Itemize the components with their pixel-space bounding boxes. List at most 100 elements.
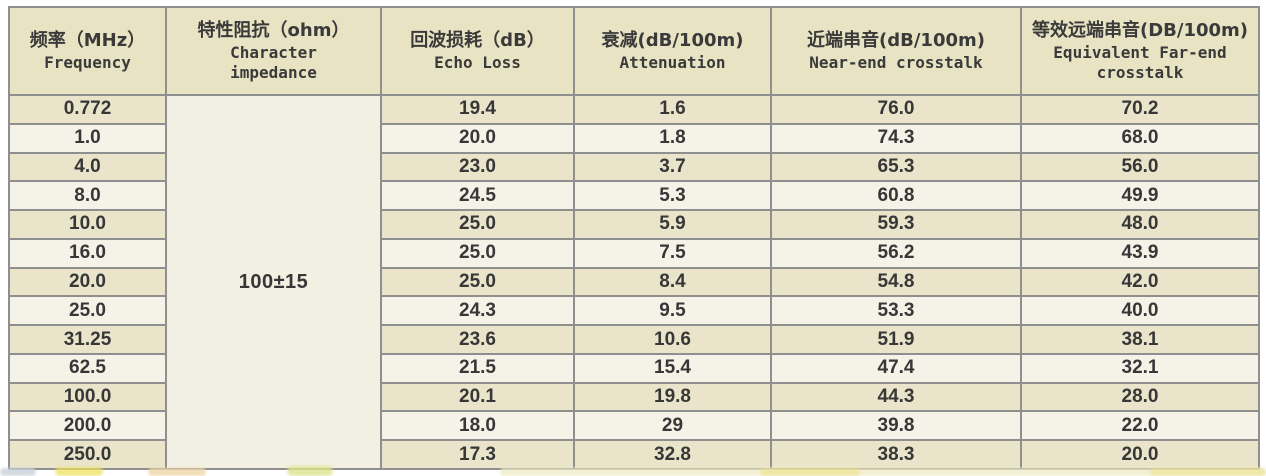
cell-impedance: 100±15: [165, 94, 382, 470]
cell-frequency: 10.0: [8, 209, 167, 240]
cell-frequency: 20.0: [8, 266, 167, 298]
cell-near-end-crosstalk: 47.4: [770, 352, 1022, 384]
cell-echo-loss: 20.1: [380, 381, 575, 413]
cell-attenuation: 7.5: [573, 237, 772, 269]
cell-attenuation: 1.6: [573, 94, 772, 125]
table-row: 10.0 25.0 5.9 59.3 48.0: [8, 209, 1260, 240]
cell-equivalent-far-end-crosstalk: 56.0: [1020, 151, 1260, 183]
cell-echo-loss: 25.0: [380, 266, 575, 298]
header-impedance-en: Character impedance: [230, 42, 317, 82]
table-row: 20.0 25.0 8.4 54.8 42.0: [8, 266, 1260, 298]
header-near-end-crosstalk: 近端串音(dB/100m) Near-end crosstalk: [770, 6, 1022, 96]
cell-attenuation: 5.9: [573, 209, 772, 240]
header-row: 频率（MHz） Frequency 特性阻抗（ohm） Character im…: [8, 6, 1260, 96]
cell-echo-loss: 18.0: [380, 410, 575, 442]
cell-equivalent-far-end-crosstalk: 48.0: [1020, 209, 1260, 240]
cell-equivalent-far-end-crosstalk: 28.0: [1020, 381, 1260, 413]
table-row: 25.0 24.3 9.5 53.3 40.0: [8, 295, 1260, 327]
cell-near-end-crosstalk: 74.3: [770, 122, 1022, 154]
cell-near-end-crosstalk: 38.3: [770, 439, 1022, 470]
header-echo-loss: 回波损耗（dB） Echo Loss: [380, 6, 575, 96]
cell-echo-loss: 19.4: [380, 94, 575, 125]
table-row: 200.0 18.0 29 39.8 22.0: [8, 410, 1260, 442]
cell-frequency: 250.0: [8, 439, 167, 470]
cell-frequency: 8.0: [8, 180, 167, 212]
table-header: 频率（MHz） Frequency 特性阻抗（ohm） Character im…: [8, 6, 1260, 96]
cell-near-end-crosstalk: 60.8: [770, 180, 1022, 212]
table-row: 16.0 25.0 7.5 56.2 43.9: [8, 237, 1260, 269]
table-row: 0.772 100±15 19.4 1.6 76.0 70.2: [8, 94, 1260, 470]
header-frequency: 频率（MHz） Frequency: [8, 6, 167, 96]
cell-attenuation: 8.4: [573, 266, 772, 298]
header-attenuation-zh: 衰减(dB/100m): [601, 30, 744, 52]
header-echo-loss-zh: 回波损耗（dB）: [410, 30, 545, 52]
cell-frequency: 0.772: [8, 94, 167, 125]
cell-near-end-crosstalk: 56.2: [770, 237, 1022, 269]
header-frequency-zh: 频率（MHz）: [29, 30, 146, 52]
cell-echo-loss: 24.5: [380, 180, 575, 212]
cell-echo-loss: 23.6: [380, 324, 575, 355]
cell-equivalent-far-end-crosstalk: 68.0: [1020, 122, 1260, 154]
header-attenuation: 衰减(dB/100m) Attenuation: [573, 6, 772, 96]
cell-frequency: 62.5: [8, 352, 167, 384]
cell-equivalent-far-end-crosstalk: 49.9: [1020, 180, 1260, 212]
cell-echo-loss: 24.3: [380, 295, 575, 327]
cell-near-end-crosstalk: 59.3: [770, 209, 1022, 240]
cell-attenuation: 10.6: [573, 324, 772, 355]
table-row: 4.0 23.0 3.7 65.3 56.0: [8, 151, 1260, 183]
cell-frequency: 200.0: [8, 410, 167, 442]
header-echo-loss-en: Echo Loss: [434, 52, 521, 72]
cell-frequency: 31.25: [8, 324, 167, 355]
cell-equivalent-far-end-crosstalk: 70.2: [1020, 94, 1260, 125]
cell-attenuation: 3.7: [573, 151, 772, 183]
table-row: 100.0 20.1 19.8 44.3 28.0: [8, 381, 1260, 413]
header-equivalent-far-end-crosstalk-en: Equivalent Far-end crosstalk: [1053, 42, 1227, 82]
cell-echo-loss: 25.0: [380, 209, 575, 240]
table-row: 1.0 20.0 1.8 74.3 68.0: [8, 122, 1260, 154]
header-frequency-en: Frequency: [44, 52, 131, 72]
cell-near-end-crosstalk: 51.9: [770, 324, 1022, 355]
cell-frequency: 25.0: [8, 295, 167, 327]
cell-near-end-crosstalk: 44.3: [770, 381, 1022, 413]
header-near-end-crosstalk-zh: 近端串音(dB/100m): [807, 30, 985, 52]
cell-equivalent-far-end-crosstalk: 32.1: [1020, 352, 1260, 384]
cell-attenuation: 32.8: [573, 439, 772, 470]
header-attenuation-en: Attenuation: [619, 52, 726, 72]
cell-attenuation: 5.3: [573, 180, 772, 212]
header-equivalent-far-end-crosstalk-zh: 等效远端串音(DB/100m): [1031, 20, 1249, 42]
cell-equivalent-far-end-crosstalk: 43.9: [1020, 237, 1260, 269]
cell-near-end-crosstalk: 54.8: [770, 266, 1022, 298]
cell-frequency: 4.0: [8, 151, 167, 183]
cell-frequency: 16.0: [8, 237, 167, 269]
cell-echo-loss: 17.3: [380, 439, 575, 470]
header-impedance-zh: 特性阻抗（ohm）: [197, 20, 350, 42]
cell-equivalent-far-end-crosstalk: 40.0: [1020, 295, 1260, 327]
header-near-end-crosstalk-en: Near-end crosstalk: [809, 52, 983, 72]
table-row: 62.5 21.5 15.4 47.4 32.1: [8, 352, 1260, 384]
cell-attenuation: 1.8: [573, 122, 772, 154]
cell-attenuation: 29: [573, 410, 772, 442]
header-equivalent-far-end-crosstalk: 等效远端串音(DB/100m) Equivalent Far-end cross…: [1020, 6, 1260, 96]
cell-near-end-crosstalk: 76.0: [770, 94, 1022, 125]
cell-frequency: 1.0: [8, 122, 167, 154]
cell-equivalent-far-end-crosstalk: 38.1: [1020, 324, 1260, 355]
cell-attenuation: 19.8: [573, 381, 772, 413]
cell-equivalent-far-end-crosstalk: 42.0: [1020, 266, 1260, 298]
table-body: 0.772 100±15 19.4 1.6 76.0 70.2 1.0 20.0 1.8 74.3…: [8, 94, 1260, 470]
cable-spec-table: 频率（MHz） Frequency 特性阻抗（ohm） Character im…: [8, 6, 1260, 470]
cell-equivalent-far-end-crosstalk: 22.0: [1020, 410, 1260, 442]
cell-near-end-crosstalk: 65.3: [770, 151, 1022, 183]
cell-echo-loss: 23.0: [380, 151, 575, 183]
cell-echo-loss: 21.5: [380, 352, 575, 384]
header-impedance: 特性阻抗（ohm） Character impedance: [165, 6, 382, 96]
cell-near-end-crosstalk: 39.8: [770, 410, 1022, 442]
cell-attenuation: 9.5: [573, 295, 772, 327]
cell-echo-loss: 25.0: [380, 237, 575, 269]
table-row: 31.25 23.6 10.6 51.9 38.1: [8, 324, 1260, 355]
cell-equivalent-far-end-crosstalk: 20.0: [1020, 439, 1260, 470]
cell-echo-loss: 20.0: [380, 122, 575, 154]
table-row: 8.0 24.5 5.3 60.8 49.9: [8, 180, 1260, 212]
cell-attenuation: 15.4: [573, 352, 772, 384]
cell-near-end-crosstalk: 53.3: [770, 295, 1022, 327]
